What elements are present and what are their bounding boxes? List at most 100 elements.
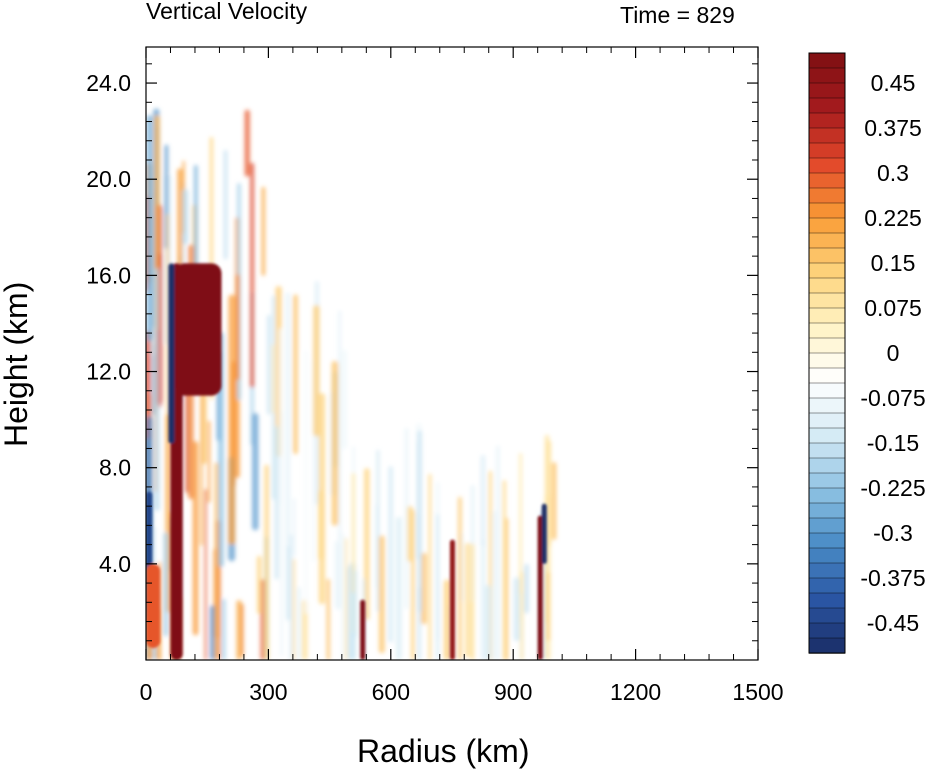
- weak-velocity-streak: [223, 149, 228, 260]
- weak-velocity-streak: [364, 468, 370, 620]
- colorbar-swatch: [808, 307, 846, 324]
- x-tick-label: 1200: [610, 679, 661, 705]
- y-tick-label: 16.0: [86, 262, 131, 288]
- colorbar-swatch: [808, 397, 846, 414]
- colorbar-label: -0.45: [867, 610, 919, 636]
- weak-velocity-streak: [326, 578, 331, 660]
- weak-velocity-streak: [236, 600, 242, 660]
- weak-velocity-streak: [267, 314, 271, 415]
- weak-velocity-streak: [236, 274, 240, 380]
- colorbar-label: 0: [887, 340, 900, 366]
- weak-velocity-streak: [274, 426, 279, 580]
- weak-velocity-streak: [182, 188, 189, 245]
- weak-velocity-streak: [340, 533, 345, 660]
- weak-velocity-streak: [200, 381, 203, 546]
- weak-velocity-streak: [331, 360, 339, 526]
- weak-velocity-streak: [292, 558, 296, 660]
- colorbar-label: -0.225: [860, 475, 925, 501]
- x-tick-label: 1500: [732, 679, 783, 705]
- colorbar-swatch: [808, 592, 846, 609]
- y-axis-label: Height (km): [0, 281, 34, 447]
- colorbar-swatch: [808, 607, 846, 624]
- colorbar-swatch: [808, 532, 846, 549]
- colorbar-frame: [808, 52, 846, 654]
- weak-velocity-streak: [154, 267, 160, 511]
- chart-title: Vertical Velocity: [146, 0, 308, 24]
- weak-velocity-streak: [304, 350, 308, 614]
- colorbar-swatch: [808, 142, 846, 159]
- colorbar-label: 0.15: [871, 250, 916, 276]
- weak-velocity-streak: [252, 413, 259, 531]
- colorbar-swatch: [808, 97, 846, 114]
- weak-velocity-streak: [158, 253, 162, 408]
- weak-velocity-streak: [337, 310, 342, 541]
- colorbar-label: -0.375: [860, 565, 925, 591]
- colorbar-swatch: [808, 52, 846, 69]
- y-tick-label: 20.0: [86, 166, 131, 192]
- weak-velocity-streak: [228, 294, 236, 545]
- colorbar-swatch: [808, 187, 846, 204]
- weak-velocity-streak: [428, 473, 432, 660]
- colorbar-swatch: [808, 232, 846, 249]
- weak-velocity-streak: [502, 480, 507, 660]
- weak-velocity-streak: [222, 598, 226, 660]
- weak-velocity-streak: [318, 393, 326, 605]
- weak-velocity-streak: [334, 540, 342, 610]
- colorbar-swatch: [808, 82, 846, 99]
- weak-velocity-streak: [464, 542, 471, 658]
- colorbar-swatch: [808, 382, 846, 399]
- colorbar-label: 0.225: [864, 205, 922, 231]
- weak-velocity-streak: [378, 535, 385, 654]
- y-tick-label: 8.0: [99, 455, 131, 481]
- colorbar-swatch: [808, 472, 846, 489]
- weak-velocity-streak: [297, 586, 301, 660]
- x-tick-label: 900: [494, 679, 532, 705]
- colorbar-swatch: [808, 172, 846, 189]
- colorbar-swatch: [808, 517, 846, 534]
- weak-velocity-streak: [278, 328, 282, 506]
- weak-velocity-streak: [480, 454, 486, 547]
- colorbar-swatch: [808, 112, 846, 129]
- weak-velocity-streak: [341, 349, 348, 450]
- weak-velocity-streak: [546, 440, 552, 547]
- colorbar: 0.45 0.375 0.3 0.225 0.15 0.075 0 -0.075 -0.15 -0…: [808, 52, 926, 654]
- velocity-feature: [537, 515, 543, 660]
- colorbar-swatch: [808, 367, 846, 384]
- weak-velocity-streak: [264, 464, 269, 660]
- colorbar-swatch: [808, 442, 846, 459]
- weak-velocity-streak: [443, 579, 451, 660]
- weak-velocity-streak: [551, 462, 557, 540]
- axes: 0 300 600 900 1200 1500 4.0 8.0 12.0 16.0 20.0 24.0: [86, 47, 784, 705]
- velocity-feature: [146, 491, 153, 576]
- weak-velocity-streak: [192, 441, 199, 636]
- colorbar-swatch: [808, 67, 846, 84]
- weak-velocity-streak: [492, 510, 499, 660]
- colorbar-swatch: [808, 502, 846, 519]
- x-axis-label: Radius (km): [357, 733, 530, 769]
- colorbar-swatch: [808, 352, 846, 369]
- velocity-feature: [449, 539, 455, 660]
- colorbar-label: 0.375: [864, 115, 922, 141]
- colorbar-swatch: [808, 127, 846, 144]
- weak-velocity-streak: [485, 584, 492, 660]
- weak-velocity-streak: [546, 572, 550, 641]
- weak-velocity-streak: [146, 115, 153, 342]
- velocity-feature: [168, 263, 175, 444]
- weak-velocity-streak: [344, 538, 348, 660]
- colorbar-label: 0.45: [871, 70, 916, 96]
- weak-velocity-streak: [204, 489, 207, 660]
- velocity-feature: [541, 503, 547, 564]
- weak-velocity-streak: [244, 109, 250, 177]
- weak-velocity-streak: [376, 449, 380, 612]
- strong-features: [146, 263, 547, 660]
- colorbar-swatch: [808, 562, 846, 579]
- colorbar-label: 0.3: [877, 160, 909, 186]
- colorbar-label: -0.075: [860, 385, 925, 411]
- y-tick-label: 12.0: [86, 359, 131, 385]
- time-label: Time = 829: [620, 2, 735, 28]
- colorbar-swatch: [808, 547, 846, 564]
- colorbar-label: 0.075: [864, 295, 922, 321]
- weak-velocity-streak: [480, 539, 486, 660]
- weak-velocity-streak: [513, 577, 520, 642]
